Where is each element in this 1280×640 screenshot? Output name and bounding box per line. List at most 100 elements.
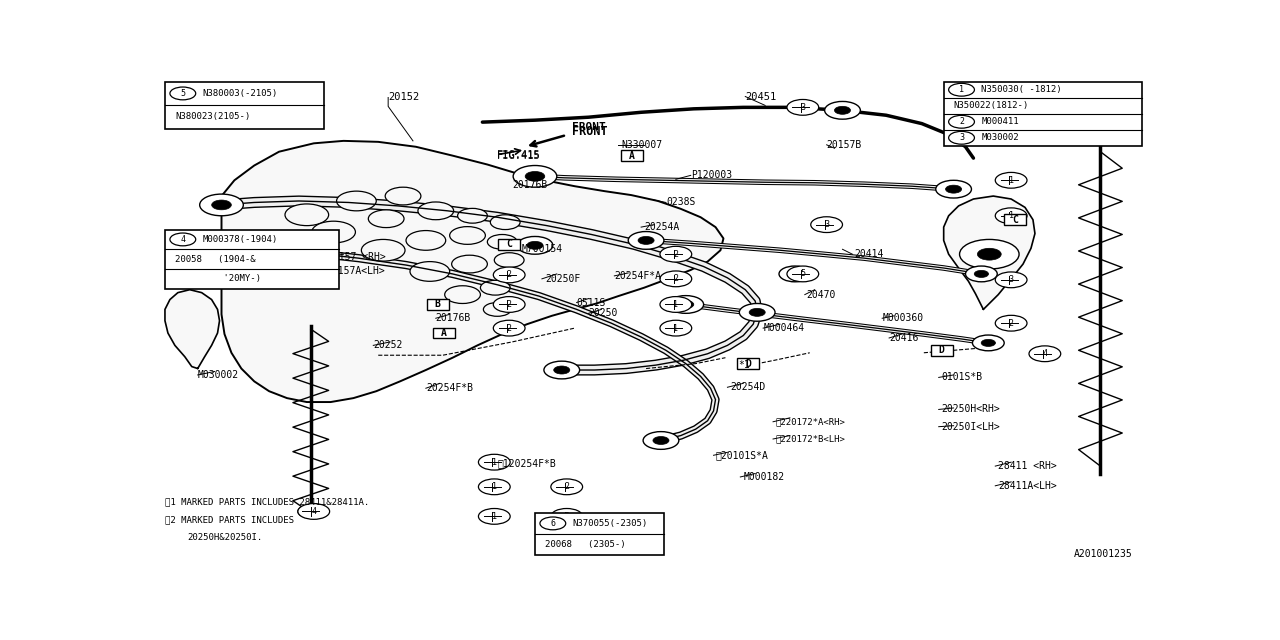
Circle shape <box>361 239 404 261</box>
Circle shape <box>312 221 356 243</box>
Circle shape <box>444 285 480 303</box>
Text: 3: 3 <box>959 133 964 142</box>
Text: 28411 <RH>: 28411 <RH> <box>998 461 1057 471</box>
Text: 28411A<LH>: 28411A<LH> <box>998 481 1057 491</box>
Text: 2: 2 <box>959 117 964 126</box>
Text: C: C <box>507 239 512 250</box>
Text: 5: 5 <box>800 269 805 278</box>
Circle shape <box>552 481 577 493</box>
Text: N370055(-2305): N370055(-2305) <box>572 519 648 528</box>
Text: ※20101S*A: ※20101S*A <box>716 451 768 460</box>
Circle shape <box>369 210 404 228</box>
Text: 20250F: 20250F <box>545 274 580 284</box>
Circle shape <box>550 479 582 495</box>
Circle shape <box>385 187 421 205</box>
Text: FRONT: FRONT <box>572 125 607 138</box>
Circle shape <box>488 234 517 249</box>
Text: 3: 3 <box>800 103 805 112</box>
Circle shape <box>544 361 580 379</box>
Circle shape <box>298 504 330 519</box>
Circle shape <box>200 194 243 216</box>
Circle shape <box>170 233 196 246</box>
Text: P120003: P120003 <box>691 170 732 180</box>
Circle shape <box>996 174 1021 187</box>
Circle shape <box>660 296 691 312</box>
Text: 6: 6 <box>550 519 556 528</box>
Circle shape <box>298 505 324 518</box>
Circle shape <box>660 246 691 262</box>
Text: M030002: M030002 <box>982 133 1019 142</box>
Text: 3: 3 <box>824 220 829 229</box>
Text: D: D <box>745 358 751 369</box>
Bar <box>931 345 952 356</box>
Circle shape <box>494 253 524 268</box>
Bar <box>426 299 449 310</box>
Text: N350022(1812-): N350022(1812-) <box>954 101 1029 110</box>
Text: A201001235: A201001235 <box>1074 549 1132 559</box>
Text: ※220172*B<LH>: ※220172*B<LH> <box>776 435 845 444</box>
Text: 1: 1 <box>673 324 678 333</box>
Circle shape <box>948 131 974 144</box>
Text: 2: 2 <box>564 512 570 521</box>
Text: '20MY-): '20MY-) <box>175 275 261 284</box>
Text: 4: 4 <box>1042 349 1047 358</box>
Text: 2: 2 <box>1009 319 1014 328</box>
Polygon shape <box>943 196 1036 309</box>
Text: 2: 2 <box>507 271 512 280</box>
Circle shape <box>948 115 974 128</box>
Circle shape <box>337 191 376 211</box>
Text: 20250H<RH>: 20250H<RH> <box>942 404 1001 415</box>
Bar <box>621 150 643 161</box>
Bar <box>943 82 1142 146</box>
Circle shape <box>525 172 545 181</box>
Circle shape <box>810 217 842 232</box>
Circle shape <box>484 303 511 316</box>
Text: M030002: M030002 <box>197 370 239 380</box>
Circle shape <box>996 272 1027 288</box>
Text: 0511S: 0511S <box>576 298 605 307</box>
Circle shape <box>780 266 810 282</box>
Text: C: C <box>1012 214 1018 225</box>
Circle shape <box>170 87 196 100</box>
Circle shape <box>677 301 694 308</box>
Circle shape <box>996 208 1027 223</box>
Circle shape <box>406 230 445 250</box>
Bar <box>498 239 520 250</box>
Text: ※120254F*B: ※120254F*B <box>498 459 556 468</box>
Circle shape <box>211 200 232 210</box>
Circle shape <box>740 303 776 321</box>
Text: 20157A<LH>: 20157A<LH> <box>326 266 385 276</box>
Bar <box>165 230 338 289</box>
Text: 1: 1 <box>673 300 678 309</box>
Text: 20152: 20152 <box>388 93 420 102</box>
Text: M000182: M000182 <box>744 472 785 482</box>
Text: FRONT: FRONT <box>572 122 605 132</box>
Circle shape <box>1029 346 1061 362</box>
Circle shape <box>449 227 485 244</box>
Circle shape <box>479 479 511 495</box>
Circle shape <box>974 270 988 278</box>
Circle shape <box>973 335 1005 351</box>
Text: 0238S: 0238S <box>666 198 695 207</box>
Circle shape <box>410 262 449 282</box>
Circle shape <box>643 431 678 449</box>
Text: M000464: M000464 <box>763 323 804 333</box>
Circle shape <box>996 172 1027 188</box>
Circle shape <box>788 268 814 280</box>
Text: M700154: M700154 <box>522 244 563 254</box>
Text: 20254F*A: 20254F*A <box>614 271 662 281</box>
Text: 20254A: 20254A <box>644 222 680 232</box>
Text: 20176B: 20176B <box>512 180 548 190</box>
Text: 2: 2 <box>507 324 512 333</box>
Circle shape <box>965 266 997 282</box>
Circle shape <box>978 248 1001 260</box>
Text: 4: 4 <box>180 235 186 244</box>
Circle shape <box>660 298 687 311</box>
Circle shape <box>668 296 704 314</box>
Circle shape <box>660 271 691 287</box>
Circle shape <box>493 296 525 312</box>
Bar <box>535 513 664 555</box>
Text: 1: 1 <box>1009 211 1014 220</box>
Text: 1: 1 <box>959 85 964 94</box>
Circle shape <box>452 255 488 273</box>
